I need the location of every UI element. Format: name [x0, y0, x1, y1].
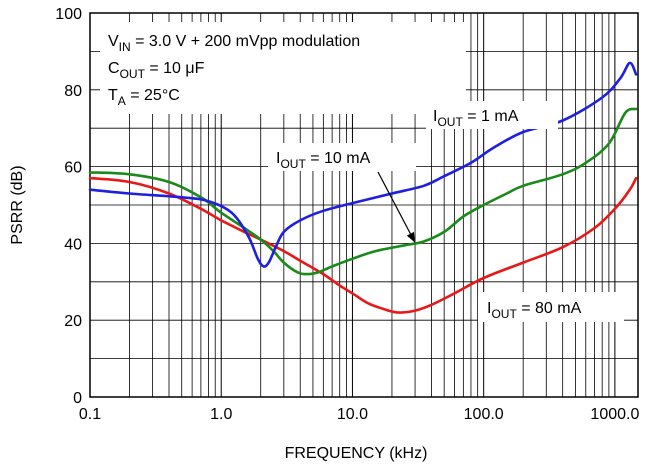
- condition-text: COUT = 10 μF: [108, 60, 205, 81]
- condition-text: VIN = 3.0 V + 200 mVpp modulation: [108, 33, 360, 54]
- series-80ma-line: [88, 176, 638, 314]
- y-tick-label: 60: [64, 160, 82, 177]
- y-tick-label: 100: [55, 6, 82, 23]
- x-tick-label: 100.0: [464, 406, 504, 423]
- arrow-shaft: [377, 171, 416, 243]
- x-tick-label: 1000.0: [590, 406, 639, 423]
- x-axis-title: FREQUENCY (kHz): [285, 445, 428, 462]
- y-axis-title: PSRR (dB): [9, 165, 26, 244]
- label-iout-80ma: IOUT = 80 mA: [487, 300, 582, 321]
- x-tick-label: 10.0: [337, 406, 368, 423]
- plot-frame: [89, 12, 639, 398]
- arrow-head: [406, 231, 416, 243]
- condition-text: TA = 25°C: [108, 87, 180, 108]
- y-tick-label: 0: [73, 390, 82, 407]
- label-bg-80ma: [478, 292, 624, 322]
- annotations: VIN = 3.0 V + 200 mVpp modulation COUT = …: [100, 22, 624, 322]
- axis-ticks: 0 20 40 60 80 100 0.1 1.0 10.0 100.0 1000.0: [55, 6, 639, 423]
- y-tick-label: 20: [64, 313, 82, 330]
- series-10ma-line: [88, 107, 638, 276]
- series-lines: [88, 61, 638, 314]
- series-1ma-line: [88, 61, 638, 268]
- conditions-box: [100, 22, 466, 114]
- label-bg-10ma: [268, 143, 416, 171]
- label-iout-10ma: IOUT = 10 mA: [276, 150, 371, 171]
- label-bg-1ma: [426, 101, 558, 129]
- label-iout-1ma: IOUT = 1 mA: [433, 108, 519, 129]
- x-tick-label: 1.0: [210, 406, 232, 423]
- x-tick-label: 0.1: [79, 406, 101, 423]
- y-tick-label: 80: [64, 83, 82, 100]
- y-tick-label: 40: [64, 236, 82, 253]
